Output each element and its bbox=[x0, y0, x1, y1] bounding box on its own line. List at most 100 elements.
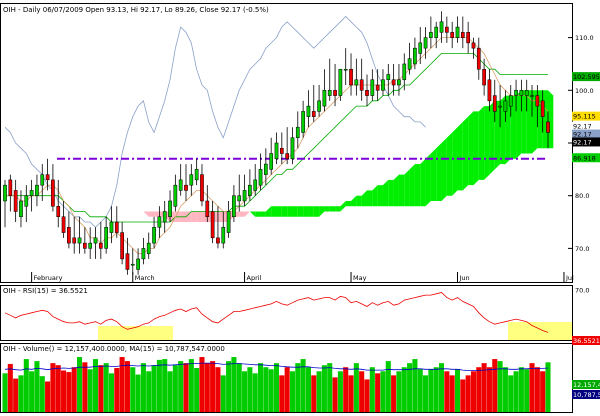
price-tick-label: 70.0 bbox=[575, 245, 589, 253]
candle-down bbox=[285, 153, 289, 160]
price-tag-box bbox=[572, 129, 600, 139]
cloud-bullish-segment bbox=[372, 185, 378, 207]
volume-bar-up bbox=[18, 375, 24, 412]
volume-bar-up bbox=[252, 373, 258, 412]
candle-down bbox=[492, 95, 497, 112]
cloud-bearish-segment bbox=[196, 211, 202, 223]
volume-bar-down bbox=[98, 365, 104, 412]
volume-bar-up bbox=[502, 367, 508, 412]
volume-bar-up bbox=[423, 375, 429, 412]
volume-bar-down bbox=[470, 371, 476, 412]
candle-down bbox=[349, 68, 353, 86]
volume-bar-down bbox=[124, 361, 130, 412]
volume-bar-up bbox=[300, 359, 306, 412]
volume-plot-area: 12,157,40 10,787,54 bbox=[2, 357, 600, 412]
candle-up bbox=[524, 90, 529, 96]
volume-bar-up bbox=[321, 365, 327, 412]
cloud-bullish-segment bbox=[265, 206, 272, 217]
volume-bar-down bbox=[343, 367, 349, 412]
rsi-tick-label: 70.0 bbox=[575, 287, 589, 295]
candle-down bbox=[61, 216, 66, 233]
cloud-bullish-segment bbox=[367, 190, 373, 207]
volume-bar-up bbox=[140, 363, 146, 412]
cloud-bullish-segment bbox=[505, 95, 511, 165]
cloud-bullish-segment bbox=[398, 174, 405, 207]
candle-up bbox=[242, 190, 247, 202]
volume-bar-up bbox=[513, 371, 519, 412]
cloud-bullish-segment bbox=[425, 153, 431, 207]
candle-up bbox=[498, 105, 502, 108]
candle-up bbox=[173, 184, 178, 207]
volume-bar-down bbox=[119, 357, 125, 412]
volume-bar-up bbox=[226, 361, 232, 412]
candle-down bbox=[184, 184, 188, 191]
volume-bar-down bbox=[183, 363, 189, 412]
candle-up bbox=[40, 174, 45, 186]
candle-up bbox=[407, 58, 412, 70]
volume-bar-down bbox=[204, 363, 210, 412]
cloud-bullish-segment bbox=[308, 206, 314, 217]
volume-bar-up bbox=[23, 359, 29, 412]
candle-up bbox=[35, 184, 39, 196]
candle-down bbox=[67, 227, 71, 244]
volume-bar-up bbox=[263, 367, 269, 412]
volume-bar-up bbox=[396, 371, 402, 412]
candle-up bbox=[109, 221, 114, 233]
volume-bar-down bbox=[199, 357, 205, 412]
candle-down bbox=[333, 90, 337, 96]
volume-bar-up bbox=[167, 371, 173, 412]
cloud-bullish-segment bbox=[500, 95, 506, 165]
cloud-bullish-segment bbox=[526, 90, 533, 154]
cloud-bullish-segment bbox=[356, 195, 362, 207]
volume-bar-up bbox=[337, 371, 343, 412]
candle-up bbox=[290, 137, 295, 160]
cloud-bullish-segment bbox=[430, 148, 437, 201]
volume-bar-up bbox=[508, 375, 514, 412]
cloud-bullish-segment bbox=[478, 106, 485, 180]
cloud-bearish-segment bbox=[154, 211, 160, 217]
candle-up bbox=[402, 63, 407, 81]
volume-bar-up bbox=[316, 371, 322, 412]
cloud-bearish-segment bbox=[217, 211, 224, 223]
price-tick-label: 80.0 bbox=[575, 192, 589, 200]
volume-bar-down bbox=[332, 377, 338, 412]
cloud-bullish-segment bbox=[414, 164, 421, 207]
candle-down bbox=[359, 79, 364, 91]
candle-up bbox=[226, 211, 231, 233]
volume-bar-down bbox=[391, 375, 397, 412]
cloud-bullish-segment bbox=[489, 100, 495, 175]
cloud-bullish-segment bbox=[441, 137, 447, 201]
cloud-bullish-segment bbox=[249, 211, 256, 217]
candle-up bbox=[508, 95, 513, 107]
cloud-bullish-segment bbox=[393, 174, 399, 207]
cloud-bullish-segment bbox=[271, 206, 277, 217]
candle-up bbox=[439, 21, 444, 33]
volume-bar-up bbox=[454, 369, 461, 412]
volume-bar-up bbox=[327, 363, 333, 412]
volume-bar-up bbox=[439, 363, 445, 412]
cloud-bullish-segment bbox=[303, 206, 309, 217]
cloud-bullish-segment bbox=[436, 143, 442, 201]
volume-bar-up bbox=[39, 376, 45, 412]
volume-bar-down bbox=[486, 367, 492, 412]
month-label: March bbox=[135, 274, 155, 282]
candle-up bbox=[77, 237, 82, 244]
volume-value-tag-box bbox=[572, 380, 600, 389]
volume-bar-up bbox=[151, 365, 157, 412]
cloud-bullish-segment bbox=[494, 100, 501, 170]
cloud-bullish-segment bbox=[484, 106, 490, 180]
cloud-bullish-segment bbox=[335, 206, 341, 212]
cloud-bullish-segment bbox=[287, 206, 293, 217]
rsi-oversold-zone bbox=[508, 322, 572, 340]
month-label: Jun bbox=[459, 274, 470, 282]
volume-bar-up bbox=[247, 367, 253, 412]
candle-down bbox=[56, 205, 61, 218]
candle-up bbox=[24, 195, 29, 207]
cloud-bullish-segment bbox=[345, 200, 352, 207]
volume-bar-down bbox=[210, 361, 216, 412]
price-plot-area: 110.0100.090.080.070.0FebruaryMarchApril… bbox=[3, 11, 600, 282]
cloud-bullish-segment bbox=[457, 121, 463, 191]
volume-bar-up bbox=[29, 371, 35, 412]
volume-bar-up bbox=[135, 374, 141, 412]
candle-down bbox=[375, 84, 380, 91]
